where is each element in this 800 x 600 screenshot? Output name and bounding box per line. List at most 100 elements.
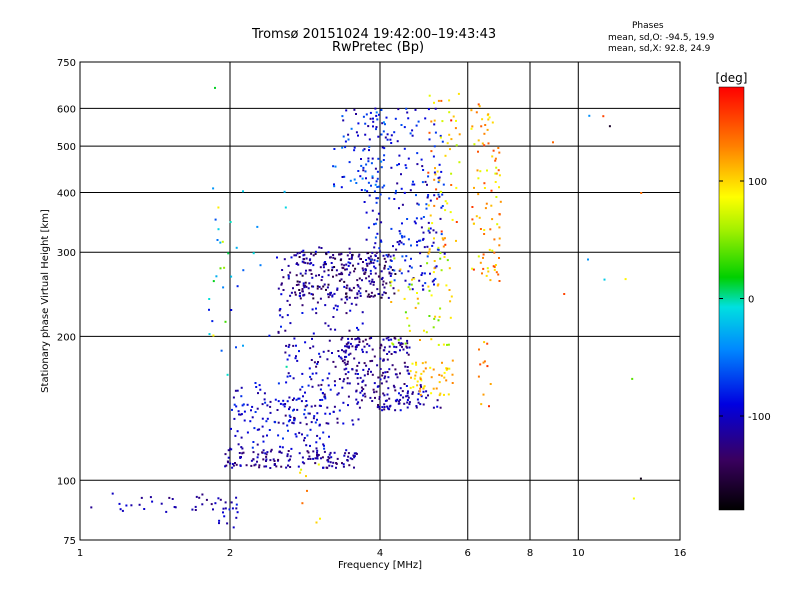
data-point [328,372,331,375]
data-point [416,297,419,300]
data-point [350,127,353,130]
data-point [314,253,317,255]
data-point [482,361,485,364]
data-point [229,462,232,465]
data-point [230,448,233,451]
data-point [340,186,343,189]
data-point [353,178,356,181]
data-point [324,397,327,400]
data-point [324,304,327,307]
data-point [552,141,554,144]
data-point [488,116,491,119]
data-point [416,202,419,205]
data-point [323,447,326,450]
data-point [415,217,418,220]
data-point [403,361,406,364]
data-point [393,279,396,282]
data-point [369,117,372,120]
data-point [360,386,363,389]
data-point [230,309,233,311]
data-point [362,261,364,263]
data-point [451,373,454,376]
data-point [201,503,204,506]
data-point [406,392,409,395]
data-point [376,118,379,121]
data-point [430,294,433,297]
data-point [344,140,347,143]
data-point [364,122,367,125]
data-point [427,227,430,230]
data-point [342,401,345,404]
data-point [236,389,239,392]
data-point [336,393,339,396]
data-point [388,265,391,268]
data-point [266,434,268,437]
data-point [401,255,404,258]
data-point [493,238,496,241]
data-point [332,256,335,259]
data-point [415,406,418,409]
data-point [436,405,439,408]
data-point [319,355,322,358]
data-point [353,455,356,458]
data-point [441,140,444,143]
data-point [439,406,442,409]
data-point [373,294,376,297]
data-point [305,285,308,288]
data-point [426,245,429,248]
data-point [363,148,366,151]
data-point [288,343,291,346]
data-point [443,252,446,255]
data-point [443,376,446,379]
data-point [287,274,290,277]
data-point [303,286,306,289]
data-point [355,345,358,348]
data-point [312,264,315,267]
data-point [419,339,421,341]
data-point [327,293,330,296]
data-point [265,465,268,468]
data-point [387,268,390,270]
data-point [443,371,446,374]
data-point [603,278,606,281]
data-point [368,295,371,298]
data-point [383,264,386,267]
data-point [301,461,304,464]
data-point [422,390,425,393]
data-point [383,394,386,397]
data-point [411,134,414,137]
data-point [317,454,319,457]
data-point [401,203,404,206]
data-point [286,455,289,458]
data-point [319,297,322,300]
data-point [317,384,320,387]
data-point [320,457,322,460]
data-point [398,163,400,166]
data-point [318,437,321,440]
data-point [414,222,417,225]
data-point [351,368,354,371]
data-point [327,349,330,352]
data-point [334,257,337,260]
data-point [408,288,411,291]
data-point [434,167,436,170]
data-point [418,239,421,242]
data-point [361,279,363,282]
data-point [481,118,484,121]
data-point [311,385,314,388]
data-point [331,266,334,269]
data-point [299,388,302,391]
data-point [492,149,495,152]
data-point [379,193,382,196]
data-point [399,394,402,397]
data-point [294,357,297,360]
data-point [233,403,236,406]
data-point [269,450,272,453]
data-point [385,282,388,285]
data-point [359,287,362,290]
data-point [441,205,444,207]
data-point [494,159,497,162]
data-point [341,273,344,276]
data-point [359,295,362,297]
data-point [438,176,441,179]
